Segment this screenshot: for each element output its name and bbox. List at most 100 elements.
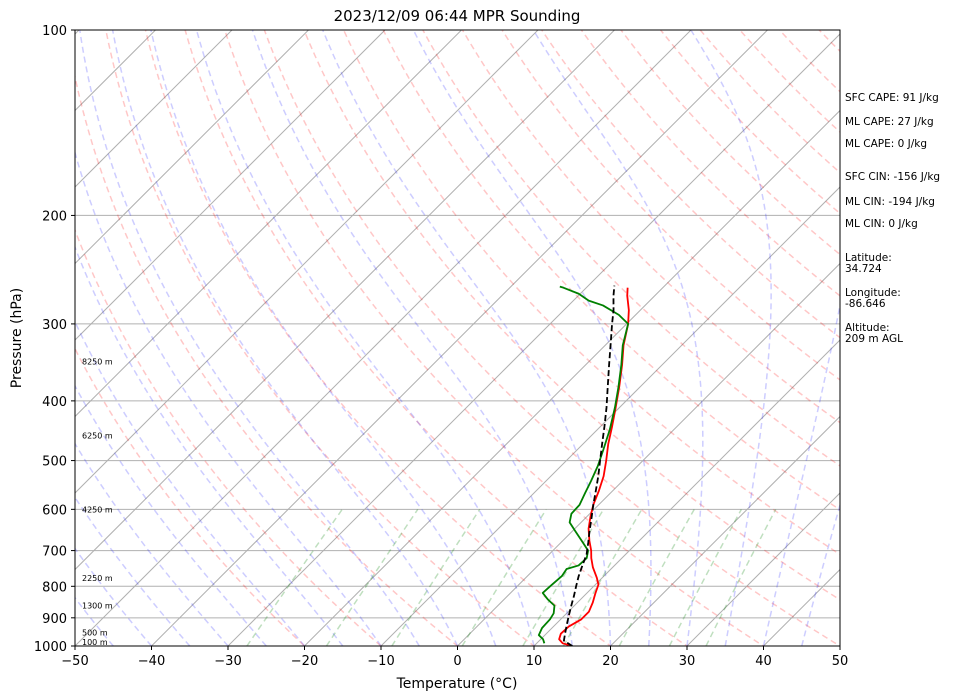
height-label: 100 m	[82, 638, 108, 647]
x-axis-label: Temperature (°C)	[396, 676, 518, 692]
moist-adiabat-line	[690, 30, 772, 646]
moist-adiabats	[75, 30, 840, 646]
moist-adiabat-line	[412, 30, 652, 646]
moist-adiabat-line	[75, 442, 229, 646]
mixing-ratio-line	[246, 508, 343, 646]
x-tick-label: −10	[367, 654, 394, 669]
dry-adiabat-line	[105, 30, 536, 646]
isobar-gridlines	[75, 30, 840, 646]
isotherm-line	[75, 30, 386, 341]
dry-adiabat-line	[223, 30, 765, 646]
x-tick-label: −50	[61, 654, 88, 669]
ml-cin-text: ML CIN: -194 J/kg	[845, 196, 935, 208]
dewpoint-profile-line	[537, 285, 630, 644]
isotherm-line	[533, 339, 840, 646]
moist-adiabat-line	[111, 30, 459, 646]
height-label: 8250 m	[82, 357, 113, 366]
moist-adiabat-line	[801, 502, 840, 646]
y-tick-label: 300	[42, 318, 67, 333]
x-tick-label: 20	[602, 654, 619, 669]
chart-title: 2023/12/09 06:44 MPR Sounding	[334, 7, 581, 25]
mixing-ratio-line	[461, 508, 547, 646]
isotherm-line	[304, 109, 840, 646]
moist-adiabat-line	[75, 496, 191, 646]
x-tick-label: 10	[526, 654, 543, 669]
sounding-profiles	[537, 285, 630, 646]
height-label: 1300 m	[82, 602, 113, 611]
isotherm-line	[75, 30, 692, 646]
latitude-label: Latitude:	[845, 252, 892, 264]
moist-adiabat-line	[251, 30, 573, 646]
moist-adiabat-line	[75, 245, 344, 646]
skewed-isotherms	[75, 30, 840, 646]
dry-adiabat-line	[75, 347, 306, 646]
moist-adiabat-line	[195, 30, 535, 646]
longitude-value: -86.646	[845, 298, 886, 310]
y-tick-label: 200	[42, 209, 67, 224]
isotherm-line	[227, 33, 840, 646]
y-tick-label: 500	[42, 455, 67, 470]
moist-adiabat-line	[75, 384, 267, 646]
isotherm-line	[75, 30, 233, 188]
mixing-ratio-line	[618, 508, 695, 646]
dry-adiabat-line	[738, 30, 840, 134]
mixing-ratio-line	[705, 508, 777, 646]
isotherm-line	[75, 30, 309, 265]
dry-adiabat-line	[263, 30, 840, 646]
x-tick-label: −40	[138, 654, 165, 669]
dry-adiabat-line	[75, 228, 383, 646]
y-axis-label: Pressure (hPa)	[9, 288, 25, 388]
isotherm-line	[151, 30, 768, 646]
ml-cape-text: ML CAPE: 27 J/kg	[845, 116, 934, 128]
isotherm-line	[75, 30, 462, 418]
mixing-ratio-line	[391, 508, 481, 646]
mixing-ratio-line	[562, 508, 643, 646]
height-label: 4250 m	[82, 505, 113, 514]
mixing-ratio-line	[522, 508, 605, 646]
x-tick-label: 50	[832, 654, 849, 669]
isotherm-line	[686, 492, 840, 646]
x-tick-label: 0	[453, 654, 461, 669]
dry-adiabat-line	[540, 30, 840, 339]
y-tick-label: 700	[42, 545, 67, 560]
dry-adiabat-line	[461, 30, 840, 424]
moist-adiabat-line	[532, 30, 704, 646]
plot-frame	[74, 29, 841, 647]
isotherm-line	[75, 30, 615, 571]
moist-adiabat-line	[78, 30, 420, 646]
sfc-cape-text: SFC CAPE: 91 J/kg	[845, 92, 939, 104]
isotherm-line	[610, 415, 840, 646]
y-tick-label: 600	[42, 503, 67, 518]
latitude-value: 34.724	[845, 263, 882, 275]
dry-adiabat-line	[184, 30, 689, 646]
moist-adiabat-line	[75, 596, 114, 646]
x-tick-label: −20	[291, 654, 318, 669]
mixing-ratio-lines	[246, 508, 777, 646]
ml-cape-text-2: ML CAPE: 0 J/kg	[845, 138, 928, 150]
y-tick-label: 1000	[34, 640, 67, 655]
x-tick-label: 30	[679, 654, 696, 669]
dry-adiabats	[75, 30, 840, 646]
y-tick-label: 800	[42, 580, 67, 595]
x-axis-ticks: −50 −40 −30 −20 −10 0 10 20 30 40 50	[61, 646, 848, 669]
y-tick-label: 100	[42, 24, 67, 39]
height-label: 2250 m	[82, 574, 113, 583]
mixing-ratio-line	[668, 508, 742, 646]
y-tick-label: 400	[42, 395, 67, 410]
height-label: 6250 m	[82, 431, 113, 440]
x-tick-label: −30	[214, 654, 241, 669]
altitude-label: Altitude:	[845, 322, 890, 334]
moist-adiabat-line	[150, 30, 497, 646]
altitude-value: 209 m AGL	[845, 333, 903, 345]
parcel-profile-line	[562, 285, 616, 646]
height-label: 500 m	[82, 628, 108, 637]
moist-adiabat-line	[75, 150, 382, 646]
dry-adiabat-line	[501, 30, 840, 381]
longitude-label: Longitude:	[845, 287, 901, 299]
y-axis-ticks: 1000 900 800 700 600 500 400 300 200 100	[34, 24, 75, 655]
x-tick-label: 40	[755, 654, 772, 669]
mixing-ratio-line	[325, 508, 419, 646]
isotherm-line	[457, 262, 840, 646]
